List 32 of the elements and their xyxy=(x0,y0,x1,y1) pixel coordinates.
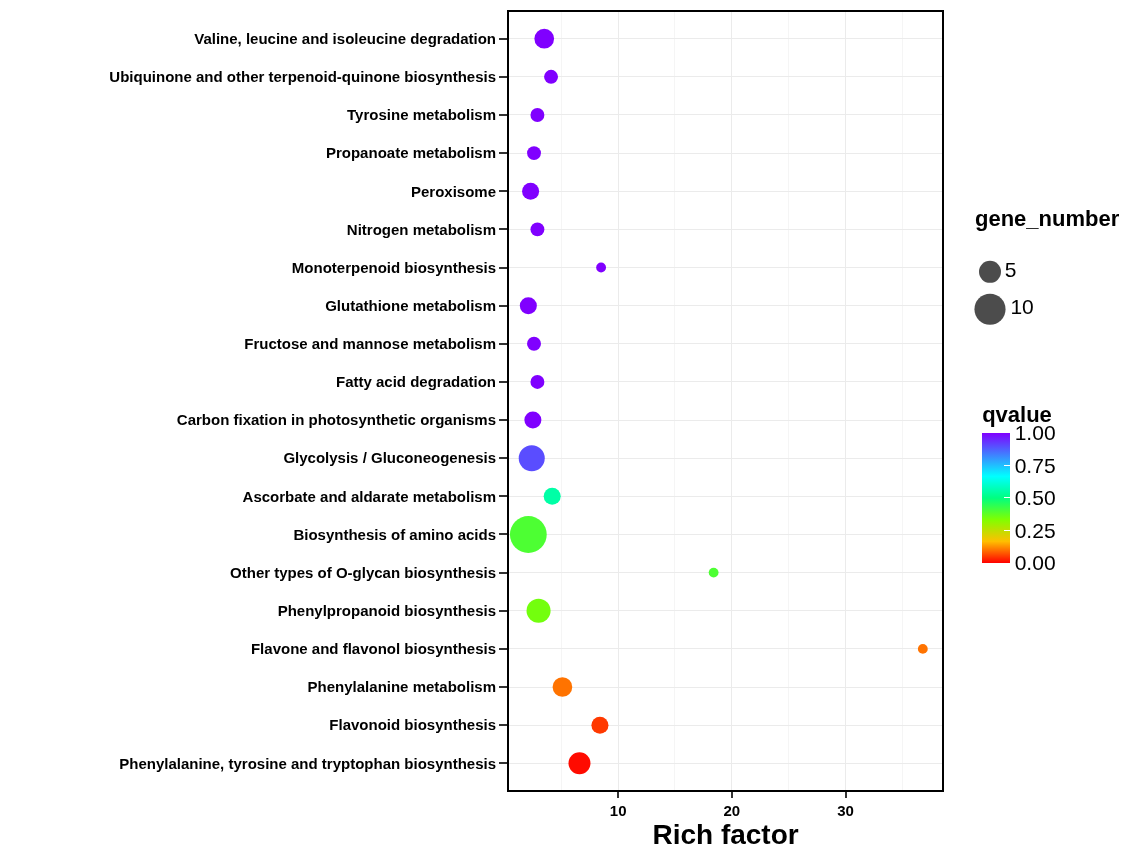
y-tick-label: Fatty acid degradation xyxy=(335,373,496,391)
y-tick-label: Monoterpenoid biosynthesis xyxy=(291,258,496,276)
y-tick-label: Valine, leucine and isoleucine degradation xyxy=(194,29,496,47)
x-axis-title: Rich factor xyxy=(652,819,799,850)
y-tick-label: Flavonoid biosynthesis xyxy=(329,716,496,734)
legend-title: gene_number xyxy=(975,206,1120,231)
color-bar-label: 0.25 xyxy=(1014,518,1056,542)
y-tick-label: Other types of O-glycan biosynthesis xyxy=(230,563,496,581)
y-tick-label: Tyrosine metabolism xyxy=(347,106,496,124)
color-bar-label: 0.00 xyxy=(1014,551,1056,575)
y-tick-label: Carbon fixation in photosynthetic organisms xyxy=(176,411,496,429)
legend-label: 5 xyxy=(1004,258,1017,282)
color-bar-label: 0.75 xyxy=(1014,453,1056,477)
y-tick-label: Phenylalanine metabolism xyxy=(307,678,496,696)
x-tick-label: 20 xyxy=(723,802,741,819)
y-tick-label: Nitrogen metabolism xyxy=(346,220,496,238)
y-tick-label: Glycolysis / Gluconeogenesis xyxy=(283,449,496,467)
x-tick-label: 10 xyxy=(609,802,627,819)
y-tick-label: Peroxisome xyxy=(410,182,496,200)
y-tick-label: Biosynthesis of amino acids xyxy=(293,525,496,543)
color-bar-label: 1.00 xyxy=(1014,421,1056,445)
y-tick-label: Phenylalanine, tyrosine and tryptophan biosynthesis xyxy=(119,754,496,772)
y-tick-label: Glutathione metabolism xyxy=(325,296,496,314)
y-tick-label: Ascorbate and aldarate metabolism xyxy=(242,487,496,505)
legend-label: 10 xyxy=(1010,295,1034,319)
y-tick-label: Phenylpropanoid biosynthesis xyxy=(277,602,496,619)
x-tick-label: 30 xyxy=(837,802,854,819)
y-tick-label: Ubiquinone and other terpenoid-quinone biosynthesis xyxy=(109,68,496,86)
y-tick-label: Fructose and mannose metabolism xyxy=(244,335,496,353)
y-tick-label: Propanoate metabolism xyxy=(325,144,496,162)
color-bar-label: 0.50 xyxy=(1014,486,1056,510)
y-tick-label: Flavone and flavonol biosynthesis xyxy=(250,640,496,658)
